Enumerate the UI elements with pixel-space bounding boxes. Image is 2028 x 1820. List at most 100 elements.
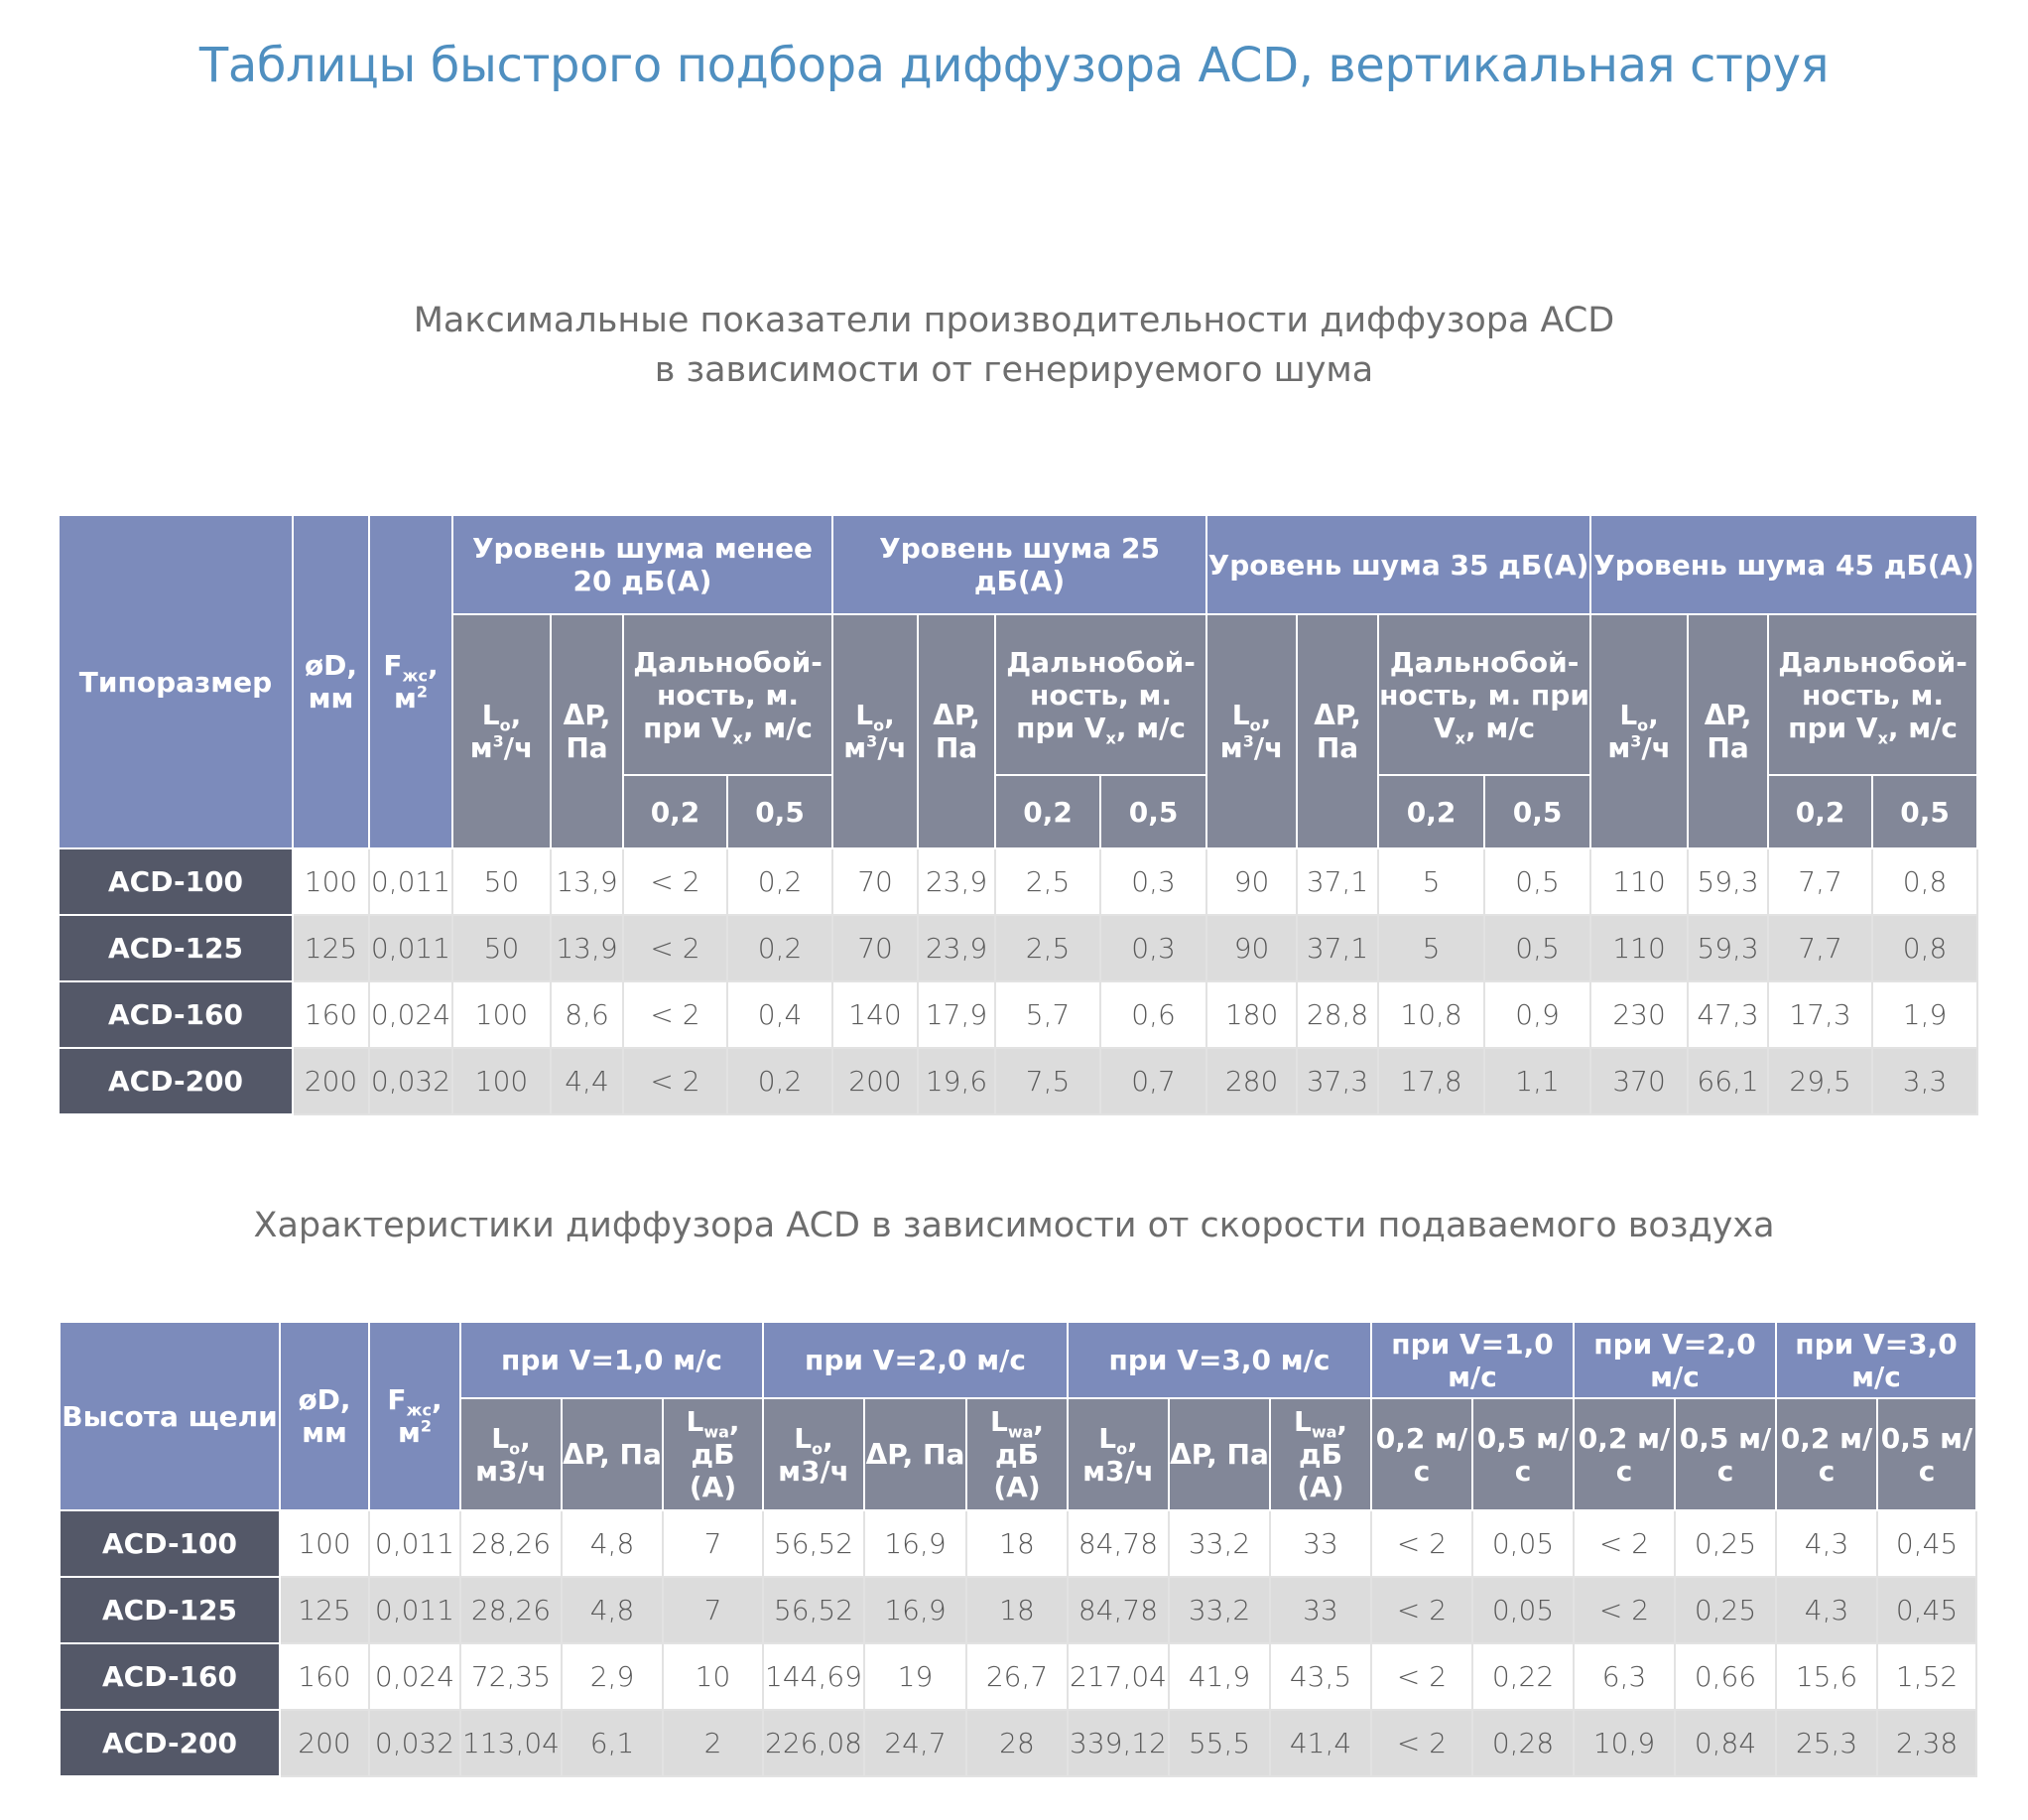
table-cell: 19,6 [917,1047,997,1115]
table-cell: 4,8 [561,1576,664,1644]
table-cell: 23,9 [917,914,997,982]
table-cell: 16,9 [863,1509,967,1578]
table-cell: 90 [1205,847,1299,916]
header-velocity-0-2: 0,2 [1767,774,1874,849]
table-cell: 0,84 [1674,1709,1778,1777]
table-cell: 7 [662,1509,764,1578]
table-cell: 0,5 [1483,914,1592,982]
table-cell: 0,024 [368,980,453,1049]
table-cell: 2,5 [994,847,1102,916]
table-cell: 1,9 [1871,980,1979,1049]
table-cell: < 2 [1370,1509,1473,1578]
header-airflow: Lo, м3/ч [1589,613,1690,849]
table-cell: 28,26 [459,1576,563,1644]
row-label: ACD-160 [58,980,294,1049]
header-velocity-0-5: 0,5 м/с [1876,1397,1978,1511]
table-cell: 200 [292,1047,370,1115]
table-cell: 0,6 [1099,980,1208,1049]
table-cell: 100 [451,980,552,1049]
table-cell: 5 [1377,914,1486,982]
table-cell: 17,8 [1377,1047,1486,1115]
table-cell: 7,7 [1767,847,1874,916]
table-cell: 0,3 [1099,914,1208,982]
row-label: ACD-100 [58,847,294,916]
table-cell: 110 [1589,914,1690,982]
table-row: ACD-125 125 0,011 50 13,9 < 2 0,2 70 23,9 2,5 0,3 9… [58,914,1979,982]
table-cell: 66,1 [1687,1047,1770,1115]
table-cell: < 2 [622,914,728,982]
header-sound-power: Lwa, дБ (А) [662,1397,764,1511]
header-velocity-0-5: 0,5 м/с [1674,1397,1778,1511]
table-cell: 125 [292,914,370,982]
table-cell: 0,2 [725,914,834,982]
table-cell: 113,04 [459,1709,563,1777]
table-cell: < 2 [622,847,728,916]
table-cell: 0,4 [725,980,834,1049]
table-cell: 33 [1269,1576,1372,1644]
table-cell: 0,011 [368,1576,461,1644]
header-velocity-0-5: 0,5 [725,774,834,849]
table-cell: 26,7 [965,1642,1069,1711]
table-cell: 0,2 [725,1047,834,1115]
table1-caption-line1: Максимальные показатели производительнос… [413,301,1615,340]
table-cell: 5,7 [994,980,1102,1049]
table-cell: 56,52 [762,1576,865,1644]
header-velocity-0-5: 0,5 м/с [1470,1397,1576,1511]
table-cell: 37,1 [1296,914,1380,982]
header-slot-height: Высота щели [59,1321,281,1511]
header-group-noise-25: Уровень шума 25 дБ(А) [831,514,1208,615]
table-cell: 0,024 [368,1642,461,1711]
table-cell: 100 [451,1047,552,1115]
table-row: ACD-100 100 0,011 50 13,9 < 2 0,2 70 23,9 2,5 0,3 9… [58,847,1979,916]
table-cell: 2,9 [561,1642,664,1711]
header-group-noise-35: Уровень шума 35 дБ(А) [1205,514,1592,615]
table-cell: 4,8 [561,1509,664,1578]
page-title: Таблицы быстрого подбора диффузора ACD, … [198,38,1830,93]
header-velocity-0-5: 0,5 [1871,774,1979,849]
table-cell: 0,032 [368,1709,461,1777]
table-cell: 33 [1269,1509,1372,1578]
table-cell: 25,3 [1775,1709,1879,1777]
row-label: ACD-200 [58,1047,294,1115]
header-free-area: Fжс, м2 [368,1321,461,1511]
table-cell: 3,3 [1871,1047,1979,1115]
table-cell: 0,5 [1483,847,1592,916]
table-cell: 160 [279,1642,370,1711]
table-cell: 0,25 [1674,1509,1778,1578]
table-cell: 2,38 [1876,1709,1978,1777]
table-cell: 7 [662,1576,764,1644]
header-throw: Дальнобой-ность, м. при Vx, м/с [994,613,1208,776]
table-cell: 2 [662,1709,764,1777]
table-cell: 10,8 [1377,980,1486,1049]
table-cell: 7,5 [994,1047,1102,1115]
table-row: ACD-100 100 0,011 28,26 4,8 7 56,52 16,9 18 84,78… [59,1509,1978,1578]
table-cell: 13,9 [550,914,624,982]
table-cell: 28,8 [1296,980,1380,1049]
table-cell: 1,1 [1483,1047,1592,1115]
table-cell: 17,9 [917,980,997,1049]
header-velocity-0-5: 0,5 [1483,774,1592,849]
header-velocity-0-2: 0,2 м/с [1775,1397,1879,1511]
table-row: ACD-125 125 0,011 28,26 4,8 7 56,52 16,9 18 84,78… [59,1576,1978,1644]
header-throw: Дальнобой-ность, м. при Vx, м/с [621,613,834,776]
table-cell: < 2 [622,980,728,1049]
table-cell: 226,08 [762,1709,865,1777]
table-cell: 1,52 [1876,1642,1978,1711]
table-cell: 339,12 [1067,1709,1170,1777]
table-row: ACD-160 160 0,024 100 8,6 < 2 0,4 140 17,9 5,7 0,6… [58,980,1979,1049]
table-cell: 0,9 [1483,980,1592,1049]
table-cell: < 2 [1573,1509,1677,1578]
table-cell: 0,3 [1099,847,1208,916]
table-cell: 50 [451,847,552,916]
table-cell: 125 [279,1576,370,1644]
header-group-speed: при V=3,0 м/с [1775,1321,1978,1399]
header-size: Типоразмер [58,514,294,849]
table-cell: 200 [831,1047,920,1115]
table-cell: 55,5 [1168,1709,1271,1777]
header-free-area: Fжс, м2 [368,514,453,849]
header-velocity-0-2: 0,2 м/с [1370,1397,1473,1511]
table-cell: 56,52 [762,1509,865,1578]
header-velocity-0-5: 0,5 [1099,774,1208,849]
table-cell: 200 [279,1709,370,1777]
table-cell: 28 [965,1709,1069,1777]
